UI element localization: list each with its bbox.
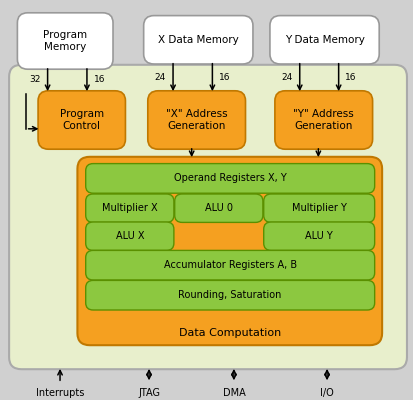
Text: 24: 24 [280, 73, 292, 82]
FancyBboxPatch shape [85, 194, 173, 222]
FancyBboxPatch shape [85, 164, 374, 193]
Text: X Data Memory: X Data Memory [157, 35, 238, 45]
Text: Multiplier X: Multiplier X [102, 203, 157, 213]
Text: Data Computation: Data Computation [178, 328, 280, 338]
FancyBboxPatch shape [9, 65, 406, 369]
Text: 16: 16 [344, 73, 356, 82]
FancyBboxPatch shape [147, 91, 245, 149]
FancyBboxPatch shape [263, 222, 374, 250]
FancyBboxPatch shape [85, 280, 374, 310]
Text: Program
Memory: Program Memory [43, 30, 87, 52]
Text: I/O: I/O [319, 388, 333, 398]
FancyBboxPatch shape [77, 157, 381, 345]
Text: Accumulator Registers A, B: Accumulator Registers A, B [163, 260, 296, 270]
Text: Interrupts: Interrupts [36, 388, 84, 398]
Text: Operand Registers X, Y: Operand Registers X, Y [173, 173, 286, 183]
Text: Y Data Memory: Y Data Memory [284, 35, 363, 45]
Text: Rounding, Saturation: Rounding, Saturation [178, 290, 281, 300]
FancyBboxPatch shape [263, 194, 374, 222]
FancyBboxPatch shape [274, 91, 372, 149]
Text: ALU 0: ALU 0 [204, 203, 232, 213]
Text: 24: 24 [154, 73, 165, 82]
Text: "X" Address
Generation: "X" Address Generation [166, 109, 227, 131]
Text: Multiplier Y: Multiplier Y [291, 203, 346, 213]
Text: 16: 16 [93, 76, 105, 84]
FancyBboxPatch shape [17, 13, 113, 69]
Text: JTAG: JTAG [138, 388, 160, 398]
FancyBboxPatch shape [85, 222, 173, 250]
Text: Program
Control: Program Control [59, 109, 104, 131]
FancyBboxPatch shape [269, 16, 378, 64]
Text: "Y" Address
Generation: "Y" Address Generation [293, 109, 353, 131]
Text: ALU Y: ALU Y [304, 231, 332, 241]
FancyBboxPatch shape [143, 16, 252, 64]
FancyBboxPatch shape [38, 91, 125, 149]
Text: 16: 16 [218, 73, 230, 82]
Text: DMA: DMA [222, 388, 244, 398]
FancyBboxPatch shape [85, 250, 374, 280]
Text: ALU X: ALU X [115, 231, 144, 241]
FancyBboxPatch shape [174, 194, 262, 222]
Text: 32: 32 [29, 76, 40, 84]
